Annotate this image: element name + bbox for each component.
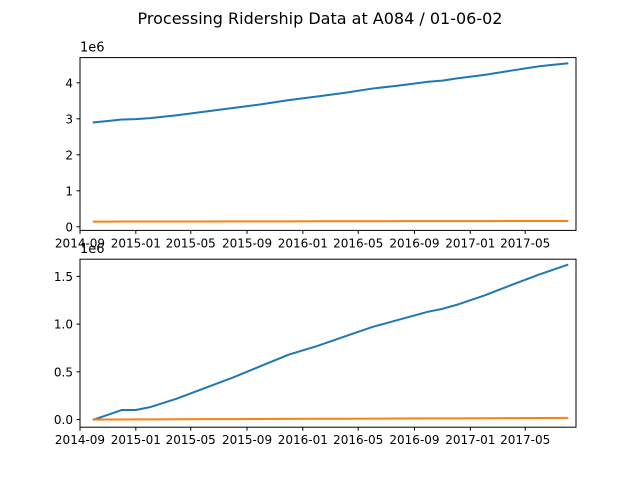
bottom-series-line-2	[92, 416, 569, 421]
top-y-offset-label: 1e6	[80, 41, 105, 56]
top-y-tick-label: 0	[65, 220, 73, 234]
bottom-y-tick-label: 0.0	[54, 413, 73, 427]
bottom-x-tick-label: 2017-01	[445, 433, 495, 447]
bottom-series-line-1	[92, 263, 569, 421]
top-x-tick-label: 2014-09	[55, 236, 105, 250]
bottom-x-tick-label: 2015-01	[111, 433, 161, 447]
bottom-x-tick-label: 2017-05	[500, 433, 550, 447]
top-y-tick-label: 1	[65, 184, 73, 198]
top-x-tick-label: 2017-05	[500, 236, 550, 250]
bottom-y-tick-label: 0.5	[54, 365, 73, 379]
top-y-tick-label: 2	[65, 148, 73, 162]
bottom-x-tick-label: 2016-09	[389, 433, 439, 447]
bottom-x-tick-label: 2015-09	[222, 433, 272, 447]
bottom-axes: 2014-09 2015-01 2015-05 2015-09 2016-01 2016-…	[54, 242, 577, 447]
bottom-y-offset-label: 1e6	[80, 242, 105, 257]
top-y-tick-label: 3	[65, 112, 73, 126]
top-x-tick-label: 2016-01	[278, 236, 328, 250]
top-x-tick-label: 2016-05	[333, 236, 383, 250]
top-axes: 2014-09 2015-01 2015-05 2015-09 2016-01 2016-…	[55, 41, 577, 250]
bottom-x-tick-label: 2015-05	[166, 433, 216, 447]
figure-suptitle: Processing Ridership Data at A084 / 01-0…	[138, 9, 503, 28]
top-x-tick-label: 2015-01	[111, 236, 161, 250]
bottom-y-tick-label: 1.0	[54, 318, 73, 332]
top-x-tick-label: 2017-01	[445, 236, 495, 250]
top-axes-frame	[79, 57, 577, 231]
top-x-tick-label: 2015-09	[222, 236, 272, 250]
bottom-y-tick-label: 1.5	[54, 270, 73, 284]
top-series-line-2	[92, 219, 569, 223]
bottom-axes-frame	[79, 258, 577, 428]
top-series-line-1	[92, 62, 569, 124]
bottom-x-tick-label: 2014-09	[55, 433, 105, 447]
top-y-tick-label: 4	[65, 76, 73, 90]
top-x-tick-label: 2016-09	[389, 236, 439, 250]
bottom-x-tick-label: 2016-05	[333, 433, 383, 447]
bottom-x-tick-label: 2016-01	[278, 433, 328, 447]
top-x-tick-label: 2015-05	[166, 236, 216, 250]
